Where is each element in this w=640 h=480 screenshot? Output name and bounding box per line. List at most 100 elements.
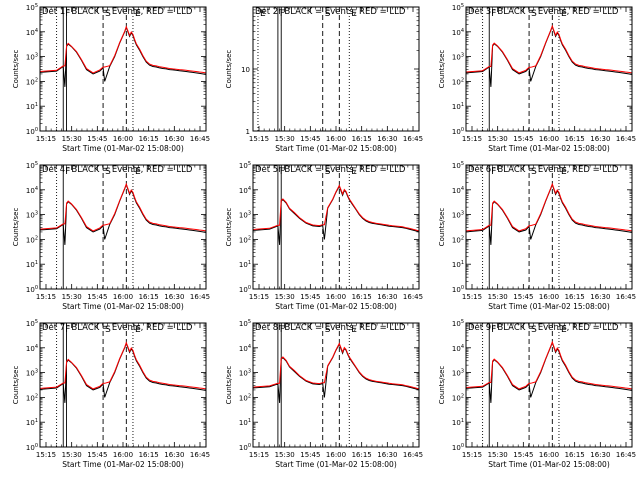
panel-det-7: 100 101 102 103 104 105 15:15 15:30 15:45 16:00 16…	[12, 319, 210, 469]
series-line-lld	[40, 341, 206, 390]
panel-title: Det 9r BLACK = Events, RED = LLD	[468, 323, 619, 333]
x-tick-label: 16:15	[352, 451, 372, 459]
y-tick-label: 105	[26, 161, 38, 170]
x-tick-label: 16:15	[352, 135, 372, 143]
y-axis-label: Counts/sec	[225, 50, 233, 89]
series-line-lld	[40, 25, 206, 74]
x-tick-label: 16:15	[139, 293, 159, 301]
panel-title: Det 6r BLACK = Events, RED = LLD	[468, 165, 619, 175]
y-tick-label: 104	[26, 186, 38, 195]
y-tick-label: 103	[239, 369, 251, 378]
time-marker-label: F	[280, 167, 285, 177]
y-tick-label: 104	[26, 28, 38, 37]
x-tick-label: 16:45	[616, 135, 636, 143]
y-tick-label: 103	[452, 369, 464, 378]
x-tick-label: 15:15	[249, 135, 269, 143]
series-line-lld	[253, 184, 419, 232]
x-tick-label: 15:45	[300, 135, 320, 143]
x-tick-label: 16:30	[164, 451, 184, 459]
y-tick-label: 101	[239, 418, 251, 427]
x-tick-label: 15:15	[462, 135, 482, 143]
plot-frame	[252, 6, 420, 132]
x-tick-label: 15:15	[36, 135, 56, 143]
x-tick-label: 15:45	[513, 451, 533, 459]
y-tick-label: 101	[452, 102, 464, 111]
x-tick-label: 16:15	[139, 451, 159, 459]
panel-det-4: 100 101 102 103 104 105 15:15 15:30 15:45 16:00 16…	[12, 161, 210, 311]
y-tick-label: 101	[452, 260, 464, 269]
y-tick-label: 104	[452, 28, 464, 37]
y-tick-label: 105	[26, 3, 38, 12]
x-tick-label: 16:15	[352, 293, 372, 301]
x-tick-label: 15:15	[36, 293, 56, 301]
x-tick-label: 16:00	[113, 135, 133, 143]
y-tick-label: 100	[26, 285, 38, 294]
series-line-lld	[466, 182, 632, 232]
x-axis-label: Start Time (01-Mar-02 15:08:00)	[488, 144, 610, 153]
y-axis-label: Counts/sec	[438, 366, 446, 405]
x-tick-label: 16:15	[565, 451, 585, 459]
x-tick-label: 15:30	[62, 451, 82, 459]
time-marker-label: E	[351, 167, 357, 177]
time-marker-label: S	[531, 9, 537, 19]
time-marker-label: S	[325, 167, 331, 177]
y-tick-label: 104	[239, 344, 251, 353]
y-tick-label: 105	[452, 3, 464, 12]
y-tick-label: 102	[452, 77, 464, 86]
x-tick-label: 15:45	[300, 293, 320, 301]
time-marker-label: F	[491, 167, 496, 177]
plot-frame	[465, 322, 633, 448]
x-tick-label: 16:45	[403, 451, 423, 459]
x-tick-label: 15:15	[249, 451, 269, 459]
time-marker-label: E	[561, 167, 567, 177]
x-tick-label: 16:00	[326, 451, 346, 459]
y-tick-label: 102	[26, 77, 38, 86]
x-tick-label: 15:30	[62, 293, 82, 301]
y-axis-label: Counts/sec	[225, 208, 233, 247]
x-tick-label: 16:45	[190, 135, 210, 143]
x-tick-label: 16:00	[539, 135, 559, 143]
x-tick-label: 15:30	[275, 293, 295, 301]
time-marker-label: S	[105, 9, 111, 19]
y-tick-label: 103	[26, 369, 38, 378]
x-tick-label: 16:15	[565, 135, 585, 143]
panel-det-8: 100 101 102 103 104 105 15:15 15:30 15:45 16:00 16…	[225, 319, 423, 469]
y-tick-label: 105	[239, 319, 251, 328]
panel-det-5: 100 101 102 103 104 105 15:15 15:30 15:45 16:00 16…	[225, 161, 423, 311]
y-tick-label: 103	[26, 211, 38, 220]
time-marker-label: E	[260, 9, 266, 19]
x-tick-label: 16:00	[326, 135, 346, 143]
x-tick-label: 15:30	[488, 293, 508, 301]
y-tick-label: 102	[239, 235, 251, 244]
panel-det-9: 100 101 102 103 104 105 15:15 15:30 15:45 16:00 16…	[438, 319, 636, 469]
x-tick-label: 16:45	[403, 135, 423, 143]
x-tick-label: 15:30	[62, 135, 82, 143]
y-tick-label: 105	[26, 319, 38, 328]
x-tick-label: 15:15	[462, 451, 482, 459]
time-marker-label: S	[531, 325, 537, 335]
plot-frame	[252, 322, 420, 448]
panel-title: Det 3r BLACK = Events, RED = LLD	[468, 7, 619, 17]
x-axis-label: Start Time (01-Mar-02 15:08:00)	[62, 144, 184, 153]
time-marker-label: E	[561, 325, 567, 335]
series-group	[253, 342, 419, 403]
x-tick-label: 16:15	[139, 135, 159, 143]
y-tick-label: 101	[26, 260, 38, 269]
panel-title: Det 4r BLACK = Events, RED = LLD	[42, 165, 193, 175]
x-axis-label: Start Time (01-Mar-02 15:08:00)	[488, 460, 610, 469]
time-marker-label: E	[135, 9, 141, 19]
x-tick-label: 15:45	[87, 135, 107, 143]
y-axis-label: Counts/sec	[12, 366, 20, 405]
panel-title: Det 7r BLACK = Events, RED = LLD	[42, 323, 193, 333]
y-tick-label: 102	[452, 393, 464, 402]
x-tick-label: 15:30	[275, 451, 295, 459]
y-tick-label: 100	[452, 127, 464, 136]
time-marker-label: F	[491, 9, 496, 19]
x-tick-label: 16:45	[190, 451, 210, 459]
time-marker-label: E	[561, 9, 567, 19]
x-tick-label: 16:30	[377, 451, 397, 459]
x-axis-label: Start Time (01-Mar-02 15:08:00)	[488, 302, 610, 311]
y-axis-label: Counts/sec	[12, 50, 20, 89]
plot-frame	[465, 164, 633, 290]
x-axis-label: Start Time (01-Mar-02 15:08:00)	[275, 144, 397, 153]
